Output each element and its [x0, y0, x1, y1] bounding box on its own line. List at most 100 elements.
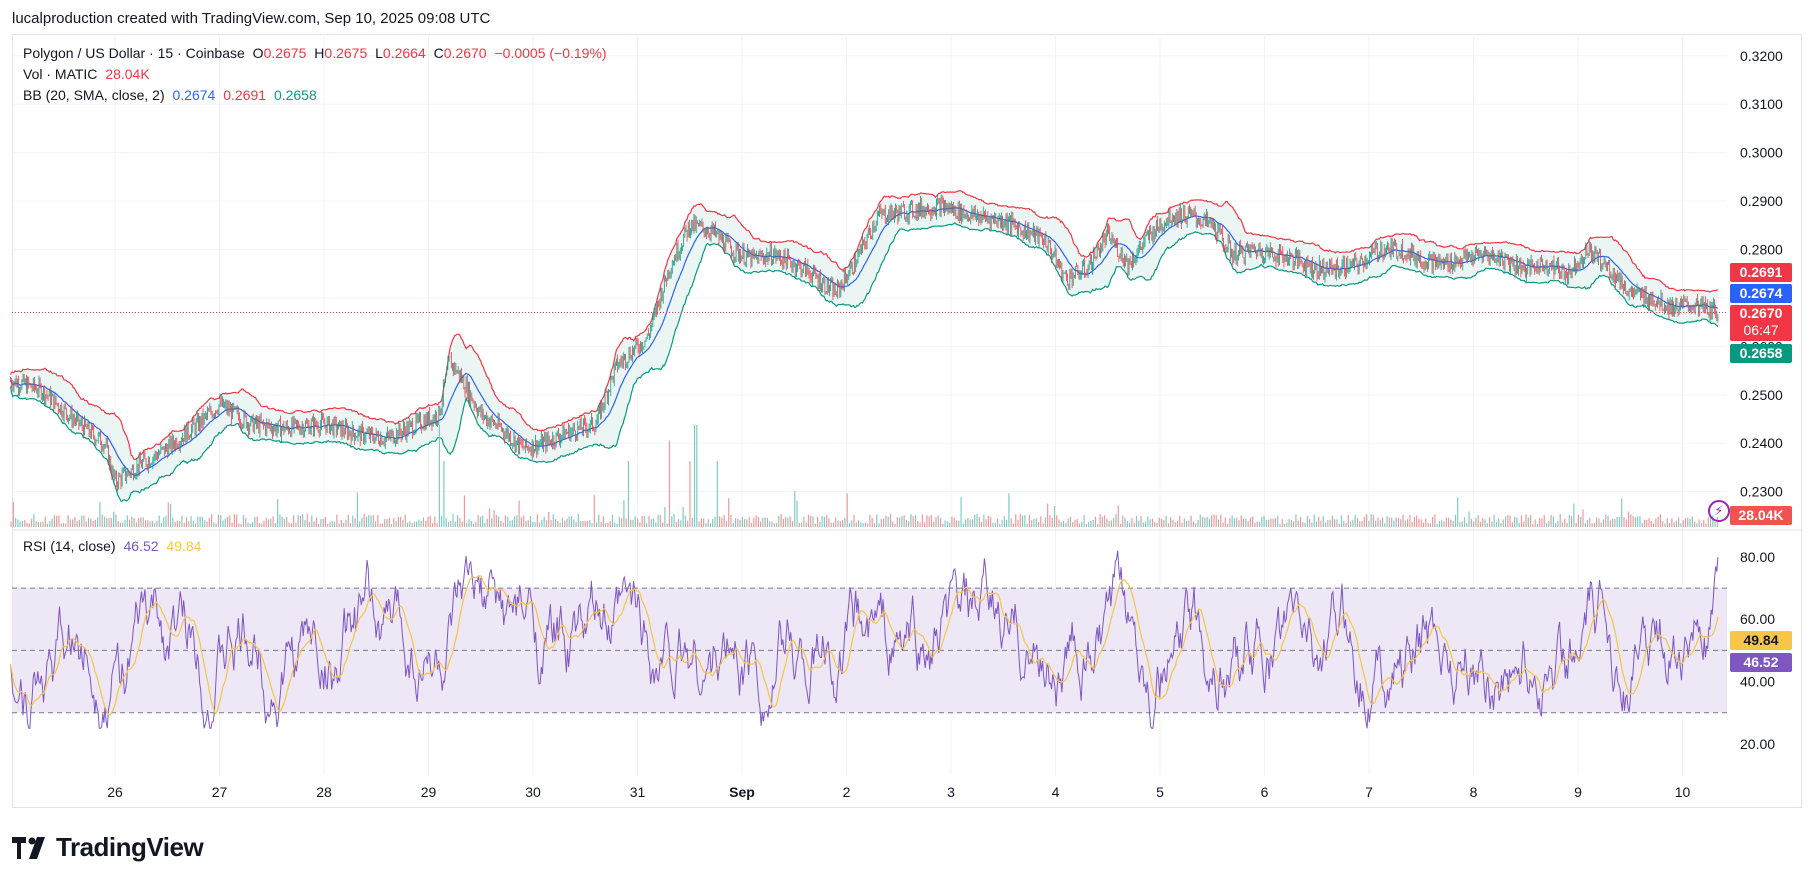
volume-bar	[794, 491, 796, 527]
volume-bar	[31, 518, 33, 527]
symbol-label[interactable]: Polygon / US Dollar · 15 · Coinbase	[23, 45, 245, 61]
rsi-label[interactable]: RSI (14, close)	[23, 538, 116, 554]
volume-bar	[151, 520, 153, 527]
volume-bar	[1242, 518, 1245, 527]
volume-bar	[1550, 515, 1552, 527]
volume-bar	[231, 522, 233, 527]
volume-bar	[1425, 518, 1427, 527]
volume-bar	[356, 492, 358, 527]
volume-bar	[1641, 523, 1643, 527]
volume-bar	[1484, 519, 1486, 527]
volume-bar	[1058, 519, 1060, 527]
volume-bar	[1386, 516, 1388, 527]
volume-bar	[470, 520, 472, 527]
volume-bar	[384, 518, 386, 527]
volume-bar	[709, 522, 712, 527]
volume-bar	[564, 520, 566, 527]
volume-bar	[675, 522, 677, 527]
volume-bar	[582, 520, 584, 527]
volume-bar	[402, 520, 404, 527]
volume-bar	[1240, 515, 1242, 527]
volume-bar	[74, 517, 76, 527]
rsi-tick-label: 20.00	[1740, 736, 1775, 752]
bb-lower-line	[9, 222, 1719, 502]
volume-bar	[245, 517, 247, 527]
volume-bar	[324, 517, 327, 527]
volume-bar	[144, 520, 147, 527]
volume-bar	[1566, 522, 1568, 527]
volume-bar	[1172, 519, 1174, 527]
volume-bar	[1047, 503, 1049, 527]
volume-bar	[942, 523, 944, 527]
volume-bar	[1504, 516, 1507, 527]
tradingview-logo[interactable]: TradingView	[12, 832, 204, 863]
close-value: 0.2670	[443, 45, 487, 61]
volume-bar	[1614, 518, 1616, 527]
volume-bar	[1384, 523, 1386, 527]
volume-bar	[725, 521, 728, 527]
volume-bar	[1591, 523, 1593, 527]
volume-bar	[24, 520, 26, 527]
volume-bar	[1443, 521, 1445, 527]
volume-bar	[463, 495, 466, 527]
volume-bar	[1627, 511, 1630, 527]
volume-bar	[1363, 516, 1365, 527]
volume-bar	[554, 518, 557, 527]
volume-bar	[322, 518, 324, 527]
volume-bar	[58, 515, 60, 527]
volume-bar	[1227, 523, 1229, 527]
volume-bar	[185, 517, 188, 527]
volume-bar	[1163, 519, 1165, 527]
volume-bar	[1637, 516, 1639, 527]
chart-frame[interactable]	[12, 34, 1802, 808]
volume-bar	[548, 511, 550, 527]
volume-bar	[1324, 522, 1327, 527]
volume-bar	[1488, 517, 1491, 527]
volume-bar	[801, 522, 803, 527]
lightning-icon[interactable]: ⚡	[1708, 500, 1730, 522]
volume-bar	[1347, 514, 1349, 527]
volume-bar	[44, 516, 46, 527]
volume-bar	[1680, 523, 1682, 527]
volume-bar	[327, 523, 329, 527]
volume-bar	[1705, 523, 1707, 527]
volume-bar	[1060, 522, 1062, 527]
volume-bar	[1584, 523, 1586, 527]
volume-bar	[352, 515, 354, 527]
volume-bar	[441, 515, 443, 527]
time-tick-label: 2	[843, 784, 851, 800]
volume-bar	[361, 517, 363, 527]
volume-bar	[883, 518, 885, 527]
volume-bar	[422, 517, 425, 527]
volume-bar	[1010, 518, 1012, 527]
bb-label[interactable]: BB (20, SMA, close, 2)	[23, 87, 165, 103]
price-tick-label: 0.2900	[1740, 193, 1783, 209]
change-value: −0.0005 (−0.19%)	[494, 45, 607, 61]
volume-bar	[115, 514, 117, 527]
volume-bar	[1441, 520, 1443, 527]
volume-bar	[864, 522, 866, 527]
volume-bar	[1432, 516, 1434, 527]
volume-bar	[176, 520, 179, 527]
volume-bar	[1445, 517, 1447, 527]
volume-bar	[28, 523, 30, 527]
volume-bar	[648, 515, 650, 527]
volume-bar	[167, 502, 169, 527]
volume-bar	[616, 523, 618, 527]
volume-label[interactable]: Vol · MATIC	[23, 66, 98, 82]
volume-bar	[1411, 521, 1413, 527]
volume-bar	[1222, 522, 1224, 527]
volume-bar	[1233, 518, 1236, 527]
volume-bar	[359, 521, 361, 527]
time-tick-label: 6	[1261, 784, 1269, 800]
bb-legend: BB (20, SMA, close, 2) 0.2674 0.2691 0.2…	[23, 87, 321, 103]
volume-bar	[482, 515, 484, 527]
volume-bar	[1065, 522, 1067, 527]
volume-bar	[728, 498, 730, 527]
volume-bar	[1518, 522, 1520, 527]
volume-bar	[292, 515, 295, 527]
volume-bar	[1110, 520, 1113, 527]
volume-bar	[1675, 520, 1677, 527]
volume-bar	[1053, 506, 1056, 527]
